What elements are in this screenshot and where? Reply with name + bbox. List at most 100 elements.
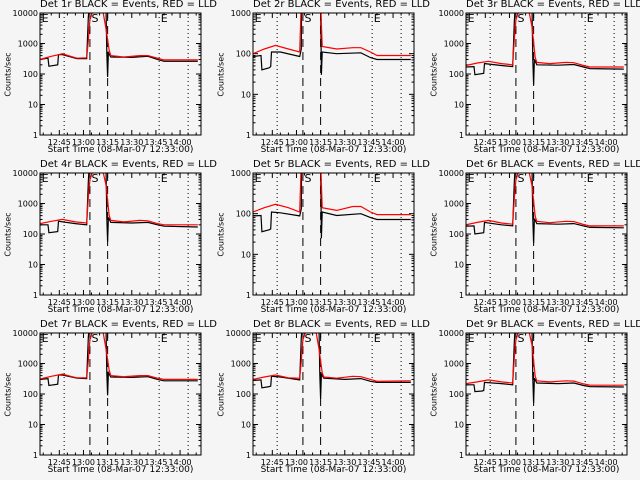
interval-marker: E: [587, 332, 594, 345]
interval-marker: E: [374, 332, 381, 345]
interval-marker: E: [255, 12, 262, 25]
panel-title: Det 4r BLACK = Events, RED = LLD: [40, 159, 217, 170]
y-tick-label: 10000: [439, 9, 464, 18]
y-tick-label: 1: [33, 131, 38, 140]
y-tick-label: 1: [33, 451, 38, 460]
x-axis-label: Start Time (08-Mar-07 12:33:00): [473, 305, 620, 315]
interval-marker: E: [161, 332, 168, 345]
detector-panel: 1 10 100 1000 12:45 13:00 13:15 13:30 13:45 14:00…: [213, 0, 430, 160]
lld-series-line: [466, 173, 624, 227]
x-tick-label: 13:00: [498, 458, 521, 467]
y-tick-label: 1000: [444, 200, 464, 209]
y-tick-label: 10000: [439, 169, 464, 178]
detector-panel: 1 10 100 1000 10000 12:45 13:00 13:15 13:30 13:45…: [426, 160, 640, 320]
interval-marker: S: [305, 172, 312, 185]
plot-frame: [39, 332, 202, 456]
x-tick-label: 13:00: [285, 458, 308, 467]
x-tick-label: 13:30: [546, 458, 569, 467]
y-axis-label: Counts/sec: [216, 52, 226, 97]
y-tick-label: 10: [241, 90, 251, 99]
x-tick-label: 14:00: [382, 298, 405, 307]
y-tick-label: 1000: [18, 200, 38, 209]
x-tick-label: 12:45: [261, 138, 284, 147]
lld-series-line: [253, 333, 411, 382]
y-tick-label: 10: [241, 421, 251, 430]
y-tick-label: 1: [459, 451, 464, 460]
interval-marker: E: [587, 172, 594, 185]
interval-marker: E: [374, 172, 381, 185]
x-tick-label: 13:15: [522, 458, 545, 467]
x-tick-label: 13:45: [144, 458, 167, 467]
y-tick-label: 10: [241, 250, 251, 259]
x-tick-label: 13:30: [120, 298, 143, 307]
panel-title: Det 1r BLACK = Events, RED = LLD: [40, 0, 217, 10]
x-tick-label: 13:15: [309, 138, 332, 147]
panel-title: Det 9r BLACK = Events, RED = LLD: [466, 319, 640, 330]
detector-panel: 1 10 100 1000 10000 12:45 13:00 13:15 13:30 13:45…: [426, 0, 640, 160]
y-tick-label: 100: [449, 230, 464, 239]
x-tick-label: 14:00: [169, 298, 192, 307]
x-tick-label: 13:45: [570, 298, 593, 307]
lld-series-line: [40, 333, 198, 381]
panel-title: Det 2r BLACK = Events, RED = LLD: [253, 0, 430, 10]
detector-panel: 1 10 100 1000 10000 12:45 13:00 13:15 13:30 13:45…: [213, 319, 430, 480]
events-series-line: [253, 333, 411, 399]
y-tick-label: 100: [449, 390, 464, 399]
y-tick-label: 10: [28, 421, 38, 430]
plot-frame: [39, 172, 202, 296]
interval-marker: S: [92, 332, 99, 345]
events-series-line: [466, 13, 624, 85]
x-tick-label: 13:30: [333, 138, 356, 147]
plot-frame: [252, 12, 415, 136]
y-tick-label: 100: [236, 210, 251, 219]
y-tick-label: 1: [459, 291, 464, 300]
plot-frame: [465, 12, 628, 136]
interval-marker: E: [42, 172, 49, 185]
x-tick-label: 14:00: [382, 138, 405, 147]
x-tick-label: 13:15: [96, 138, 119, 147]
x-axis-label: Start Time (08-Mar-07 12:33:00): [260, 305, 407, 315]
y-tick-label: 1000: [231, 9, 251, 18]
y-tick-label: 10000: [13, 9, 38, 18]
detector-panel: 1 10 100 1000 10000 12:45 13:00 13:15 13:30 13:45…: [426, 319, 640, 480]
x-tick-label: 13:00: [498, 138, 521, 147]
events-series-line: [466, 333, 624, 404]
y-tick-label: 100: [23, 390, 38, 399]
x-axis-label: Start Time (08-Mar-07 12:33:00): [47, 465, 194, 475]
x-tick-label: 13:00: [72, 458, 95, 467]
x-tick-label: 12:45: [474, 138, 497, 147]
y-tick-label: 1: [459, 131, 464, 140]
x-tick-label: 14:00: [382, 458, 405, 467]
x-tick-label: 14:00: [595, 138, 618, 147]
y-axis-label: Counts/sec: [3, 212, 13, 257]
interval-marker: E: [255, 172, 262, 185]
lld-series-line: [40, 13, 198, 61]
y-axis-label: Counts/sec: [216, 212, 226, 257]
y-tick-label: 100: [23, 230, 38, 239]
x-axis-label: Start Time (08-Mar-07 12:33:00): [260, 145, 407, 155]
x-tick-label: 13:30: [333, 458, 356, 467]
x-tick-label: 13:45: [570, 138, 593, 147]
x-tick-label: 13:30: [120, 458, 143, 467]
x-tick-label: 13:15: [309, 298, 332, 307]
x-tick-label: 13:00: [498, 298, 521, 307]
y-tick-label: 100: [236, 50, 251, 59]
y-tick-label: 10000: [226, 329, 251, 338]
interval-marker: S: [518, 172, 525, 185]
x-tick-label: 13:00: [285, 138, 308, 147]
x-tick-label: 13:15: [522, 138, 545, 147]
events-series-line: [253, 13, 411, 75]
x-tick-label: 12:45: [474, 298, 497, 307]
y-tick-label: 1000: [444, 40, 464, 49]
panel-title: Det 8r BLACK = Events, RED = LLD: [253, 319, 430, 330]
x-tick-label: 13:45: [357, 298, 380, 307]
x-axis-label: Start Time (08-Mar-07 12:33:00): [473, 465, 620, 475]
x-tick-label: 13:30: [546, 138, 569, 147]
detector-panel: 1 10 100 1000 10000 12:45 13:00 13:15 13:30 13:45…: [0, 0, 217, 160]
x-tick-label: 12:45: [261, 298, 284, 307]
x-tick-label: 13:15: [309, 458, 332, 467]
plot-frame: [252, 332, 415, 456]
events-series-line: [40, 173, 198, 242]
x-tick-label: 12:45: [474, 458, 497, 467]
